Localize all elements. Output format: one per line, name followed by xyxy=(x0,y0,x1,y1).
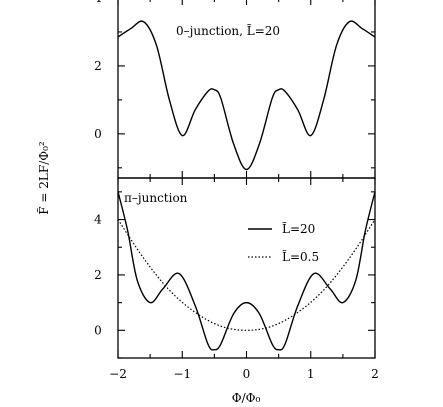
x-tick-label: 1 xyxy=(307,367,315,381)
y-tick-label: 0 xyxy=(94,323,102,337)
y-tick-label: 2 xyxy=(94,268,102,282)
x-tick-label: 0 xyxy=(243,367,251,381)
x-axis-label: Φ/Φ₀ xyxy=(232,391,261,405)
legend-label-series-1: L̃=20 xyxy=(282,221,315,236)
legend: L̃=20 L̃=0.5 xyxy=(248,221,319,264)
top-panel-series xyxy=(117,20,376,171)
y-tick-label: 4 xyxy=(94,213,102,227)
series-line-1 xyxy=(117,20,376,171)
legend-label-series-2: L̃=0.5 xyxy=(282,249,319,264)
y-tick-label: 2 xyxy=(94,59,102,73)
bottom-panel-series xyxy=(117,191,376,351)
y-axis-label: F̃ = 2LF/Φ₀² xyxy=(36,141,51,215)
x-tick-label: −1 xyxy=(173,367,191,381)
top-panel: 0–junction, L̃=20 0 2 4 xyxy=(94,0,376,179)
top-panel-annotation: 0–junction, L̃=20 xyxy=(176,23,280,38)
bottom-panel-ticks: −2 −1 0 1 2 0 2 4 xyxy=(94,178,379,381)
bottom-panel-annotation: π–junction xyxy=(124,191,188,205)
y-tick-label: 0 xyxy=(94,127,102,141)
series-line-1 xyxy=(117,191,376,351)
x-tick-label: 2 xyxy=(371,367,379,381)
top-panel-ticks: 0 2 4 xyxy=(94,0,376,178)
y-tick-label: 4 xyxy=(94,0,102,5)
bottom-plot-frame xyxy=(117,177,376,359)
x-tick-label: −2 xyxy=(109,367,127,381)
series-line-2 xyxy=(117,219,376,331)
bottom-panel: π–junction −2 −1 0 1 2 0 2 4 L̃=20 L̃=0.5 xyxy=(94,177,379,381)
